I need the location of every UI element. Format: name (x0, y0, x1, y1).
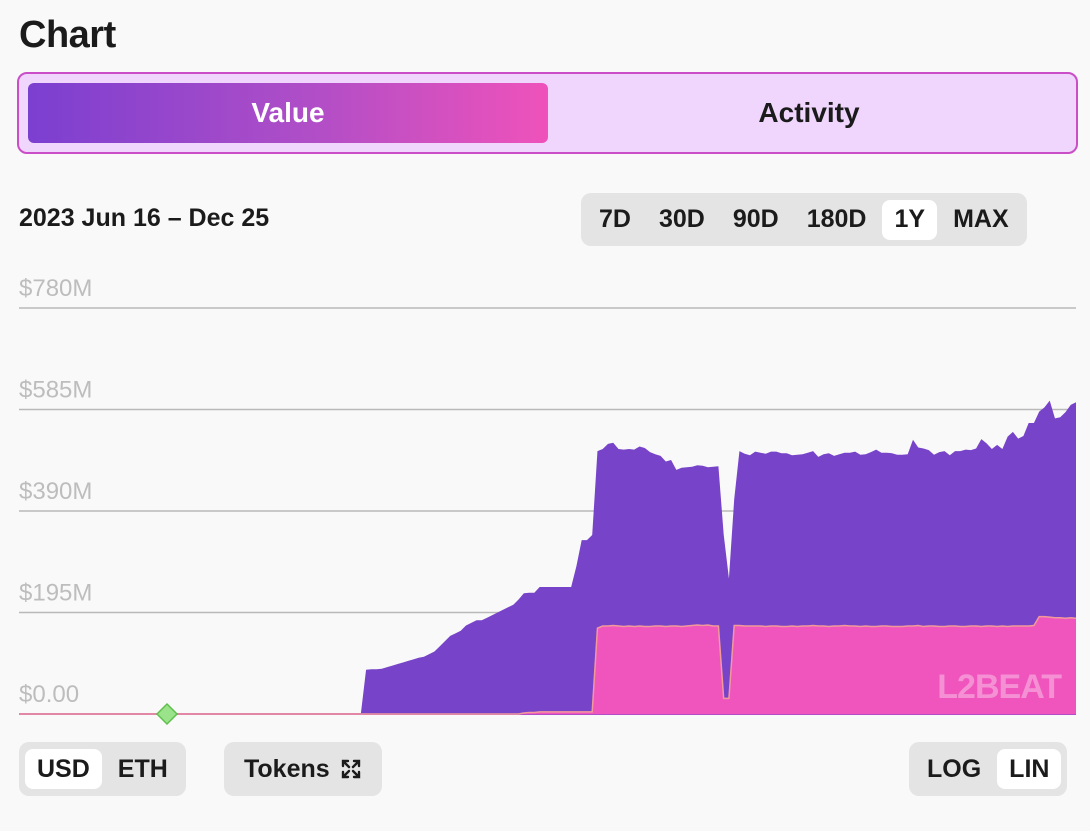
period-90d-button[interactable]: 90D (732, 205, 779, 233)
period-selector: 7D 30D 90D 180D 1Y MAX (581, 193, 1027, 246)
page-title: Chart (19, 14, 116, 56)
y-tick-label: $0.00 (19, 681, 79, 708)
y-tick-label: $780M (19, 275, 92, 302)
series-pink-edge (19, 615, 1077, 715)
tab-value[interactable]: Value (28, 83, 548, 143)
unit-selector: USD ETH (19, 742, 186, 796)
y-tick-label: $195M (19, 580, 92, 607)
chart-tabs: Value Activity (17, 72, 1078, 154)
tokens-button[interactable]: Tokens (224, 742, 382, 796)
scale-log-button[interactable]: LOG (927, 754, 982, 783)
y-tick-label: $585M (19, 377, 92, 404)
l2beat-watermark: L2BEAT (937, 668, 1062, 706)
expand-icon (340, 758, 362, 780)
series-purple-area (19, 400, 1076, 714)
unit-eth-button[interactable]: ETH (117, 754, 168, 783)
period-30d-button[interactable]: 30D (658, 205, 705, 233)
tokens-label: Tokens (244, 754, 330, 783)
date-range-label: 2023 Jun 16 – Dec 25 (19, 204, 270, 232)
milestone-marker-icon[interactable] (155, 702, 179, 726)
tab-activity[interactable]: Activity (758, 97, 860, 128)
y-tick-label: $390M (19, 478, 92, 505)
scale-selector: LOG LIN (909, 742, 1068, 796)
period-180d-button[interactable]: 180D (806, 205, 867, 233)
period-1y-button[interactable]: 1Y (882, 199, 938, 240)
tvl-area-chart: $780M $585M $390M $195M $0.00 L2BEAT (19, 275, 1077, 726)
unit-usd-button[interactable]: USD (25, 749, 102, 789)
period-7d-button[interactable]: 7D (599, 205, 631, 233)
period-max-button[interactable]: MAX (953, 205, 1009, 233)
scale-lin-button[interactable]: LIN (997, 749, 1062, 789)
series-pink-area (19, 616, 1076, 714)
